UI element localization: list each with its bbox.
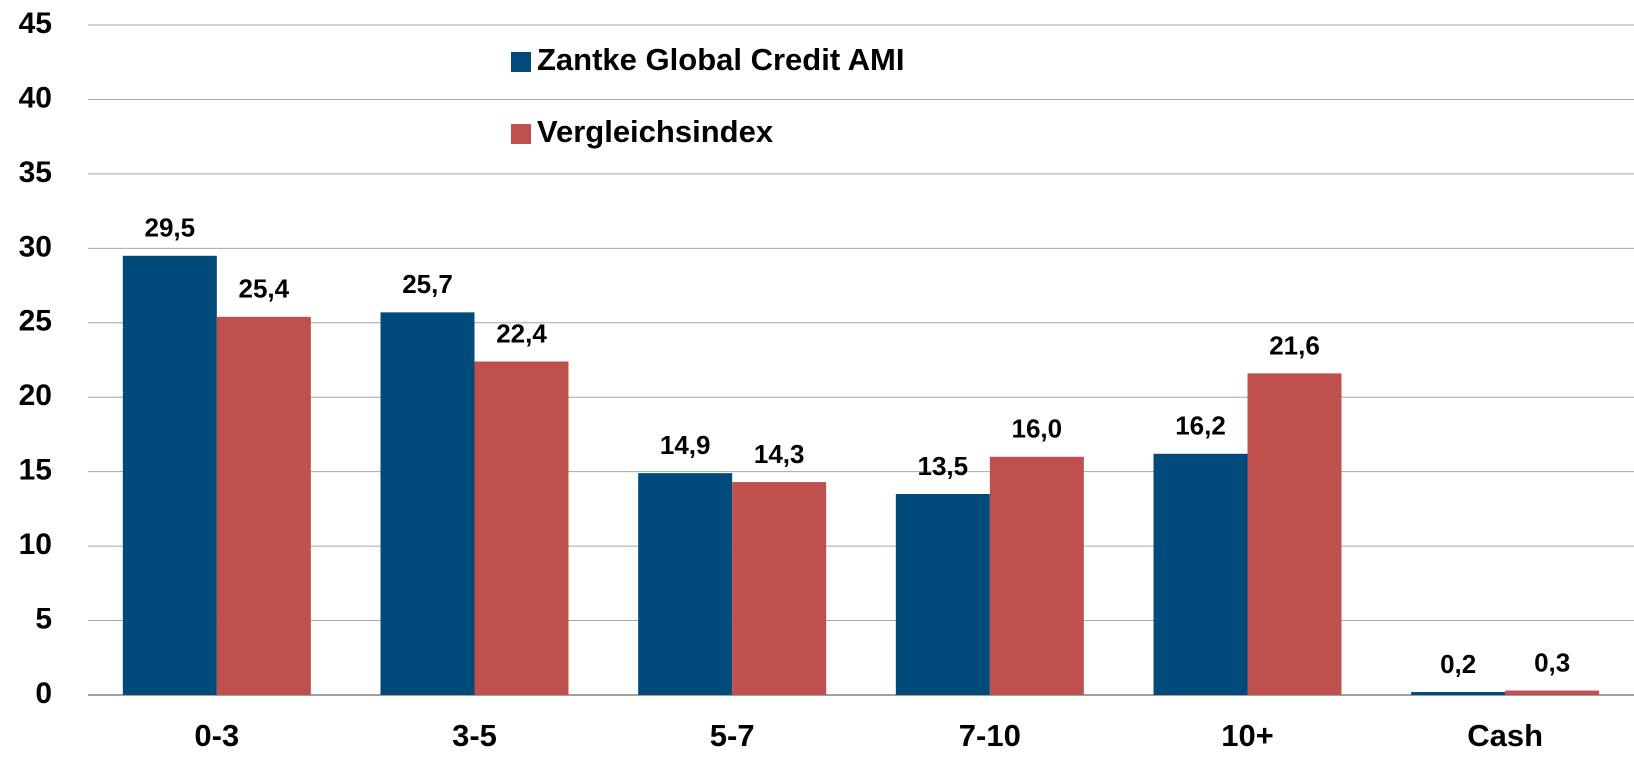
legend-swatch bbox=[511, 124, 531, 144]
x-tick-label: 5-7 bbox=[710, 718, 755, 753]
y-tick-label: 45 bbox=[19, 7, 52, 40]
bar bbox=[895, 494, 990, 695]
y-tick-label: 5 bbox=[35, 602, 52, 635]
y-tick-label: 25 bbox=[19, 305, 52, 338]
y-tick-label: 20 bbox=[19, 379, 52, 412]
bar bbox=[638, 473, 733, 695]
bar bbox=[1411, 692, 1506, 695]
value-label: 22,4 bbox=[496, 318, 547, 348]
value-label: 29,5 bbox=[145, 213, 196, 243]
bar bbox=[216, 316, 311, 695]
legend-label: Vergleichsindex bbox=[537, 114, 774, 149]
legend-label: Zantke Global Credit AMI bbox=[537, 42, 904, 77]
value-label: 0,2 bbox=[1440, 649, 1476, 679]
bar bbox=[474, 361, 569, 695]
bar bbox=[380, 312, 475, 695]
x-tick-label: 0-3 bbox=[194, 718, 239, 753]
bar bbox=[122, 255, 217, 695]
y-tick-label: 15 bbox=[19, 454, 52, 487]
bar bbox=[989, 456, 1084, 695]
y-tick-label: 40 bbox=[19, 81, 52, 114]
value-label: 0,3 bbox=[1534, 647, 1570, 677]
y-tick-label: 0 bbox=[35, 677, 52, 710]
legend-swatch bbox=[511, 52, 531, 72]
bar bbox=[1247, 373, 1342, 695]
x-tick-label: Cash bbox=[1467, 718, 1543, 753]
x-tick-label: 3-5 bbox=[452, 718, 497, 753]
bar bbox=[1153, 453, 1248, 695]
value-label: 16,0 bbox=[1012, 414, 1063, 444]
value-label: 13,5 bbox=[918, 451, 969, 481]
x-tick-label: 7-10 bbox=[959, 718, 1021, 753]
value-label: 25,4 bbox=[239, 274, 290, 304]
value-label: 21,6 bbox=[1269, 330, 1320, 360]
y-tick-label: 35 bbox=[19, 156, 52, 189]
bar bbox=[732, 482, 827, 695]
value-label: 16,2 bbox=[1175, 411, 1226, 441]
bar bbox=[1505, 690, 1600, 695]
value-label: 14,3 bbox=[754, 439, 805, 469]
value-label: 25,7 bbox=[402, 269, 453, 299]
value-label: 14,9 bbox=[660, 430, 711, 460]
y-tick-label: 30 bbox=[19, 230, 52, 263]
x-tick-label: 10+ bbox=[1221, 718, 1274, 753]
y-tick-label: 10 bbox=[19, 528, 52, 561]
